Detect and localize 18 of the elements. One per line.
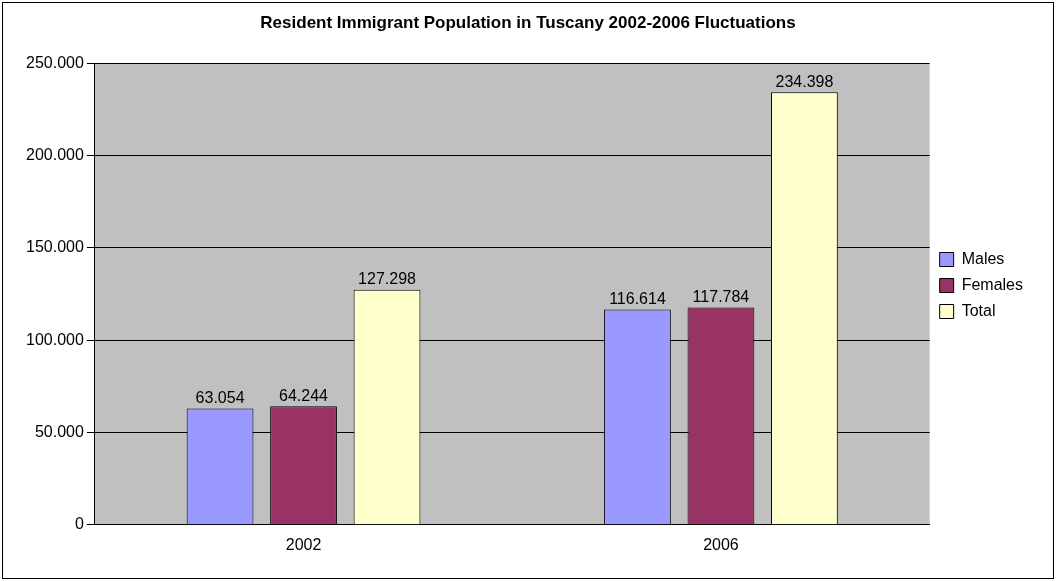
x-tick-label: 2006 <box>703 535 739 553</box>
y-tick-label: 250.000 <box>25 53 84 71</box>
data-label: 234.398 <box>775 72 834 90</box>
x-tick-label: 2002 <box>285 535 322 553</box>
legend-label: Males <box>961 249 1005 267</box>
legend-label: Total <box>961 301 996 319</box>
data-label: 116.614 <box>609 289 666 307</box>
y-tick-label: 0 <box>74 515 84 533</box>
y-tick-label: 50.000 <box>34 422 84 440</box>
data-label: 63.054 <box>195 388 245 406</box>
y-tick-label: 100.000 <box>25 330 84 348</box>
chart-title: Resident Immigrant Population in Tuscany 2002-2006 Fluctuations <box>260 12 796 32</box>
y-tick-label: 150.000 <box>25 238 84 256</box>
legend-label: Females <box>961 275 1024 293</box>
data-label: 117.784 <box>692 287 750 305</box>
data-label: 127.298 <box>358 270 417 288</box>
data-label: 64.244 <box>279 386 329 404</box>
y-tick-label: 200.000 <box>25 146 84 164</box>
